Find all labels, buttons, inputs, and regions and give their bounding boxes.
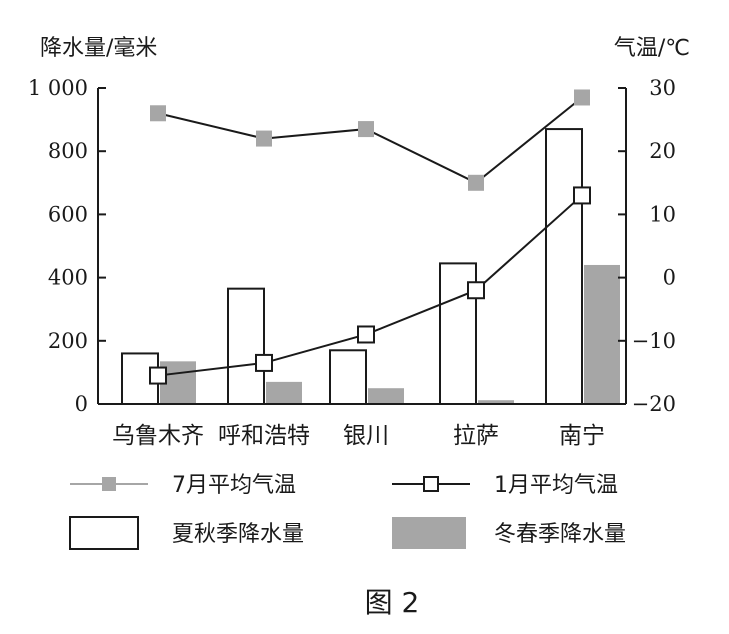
- bar-winter-spring: [368, 388, 404, 404]
- left-tick-label: 1 000: [28, 76, 88, 100]
- point-jan-temp: [149, 366, 167, 385]
- right-tick-label: 30: [649, 76, 676, 100]
- point-july-temp: [468, 174, 484, 191]
- ticks-layer: 0 200 400 600 800 1 000 −20 −10 0 10 20 30 乌鲁木齐 呼和浩特 银…: [28, 76, 676, 449]
- left-tick-label: 200: [48, 329, 88, 353]
- category-label: 银川: [343, 423, 389, 449]
- left-tick-label: 0: [75, 392, 88, 416]
- point-jan-temp: [467, 281, 485, 300]
- point-jan-temp: [255, 353, 273, 372]
- category-label: 南宁: [559, 423, 605, 449]
- left-tick-label: 800: [48, 139, 88, 163]
- point-july-temp: [256, 130, 272, 147]
- legend-summer-label: 夏秋季降水量: [172, 522, 304, 547]
- bar-summer-autumn: [329, 349, 367, 405]
- point-jan-temp: [357, 325, 375, 344]
- left-tick-label: 400: [48, 266, 88, 290]
- legend-july-marker: [102, 477, 116, 491]
- legend-july-label: 7月平均气温: [172, 473, 296, 498]
- right-tick-label: −20: [632, 392, 676, 416]
- axes-layer: [97, 88, 627, 405]
- legend-summer-swatch: [69, 516, 139, 550]
- bars-layer: [121, 128, 620, 406]
- right-tick-label: 20: [649, 139, 676, 163]
- left-axis-label: 降水量/毫米: [40, 36, 157, 61]
- legend-winter-label: 冬春季降水量: [494, 522, 626, 547]
- bar-winter-spring: [266, 381, 302, 404]
- lines-layer: [149, 89, 591, 385]
- figure-caption: 图 2: [365, 586, 420, 619]
- legend-winter-swatch: [392, 517, 466, 549]
- right-tick-label: −10: [632, 329, 676, 353]
- right-axis-label: 气温/℃: [614, 36, 690, 61]
- bar-summer-autumn: [227, 287, 265, 405]
- category-label: 拉萨: [453, 423, 499, 449]
- category-label: 呼和浩特: [218, 423, 310, 449]
- legend-jan-label: 1月平均气温: [494, 473, 618, 498]
- right-tick-label: 0: [663, 266, 676, 290]
- bar-winter-spring: [478, 400, 514, 404]
- point-july-temp: [150, 105, 166, 122]
- legend-jan-marker: [423, 476, 439, 492]
- left-tick-label: 600: [48, 202, 88, 226]
- point-july-temp: [574, 89, 590, 106]
- legend: 7月平均气温 1月平均气温 夏秋季降水量 冬春季降水量: [69, 473, 626, 550]
- bar-winter-spring: [584, 264, 620, 404]
- category-label: 乌鲁木齐: [112, 423, 204, 449]
- line-jan-temp: [157, 194, 583, 377]
- right-tick-label: 10: [649, 202, 676, 226]
- point-july-temp: [358, 121, 374, 138]
- bar-summer-autumn: [545, 128, 583, 406]
- line-july-temp: [157, 96, 583, 184]
- point-jan-temp: [573, 186, 591, 205]
